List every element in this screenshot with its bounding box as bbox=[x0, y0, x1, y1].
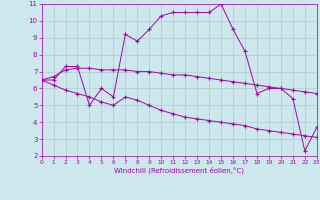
X-axis label: Windchill (Refroidissement éolien,°C): Windchill (Refroidissement éolien,°C) bbox=[114, 167, 244, 174]
